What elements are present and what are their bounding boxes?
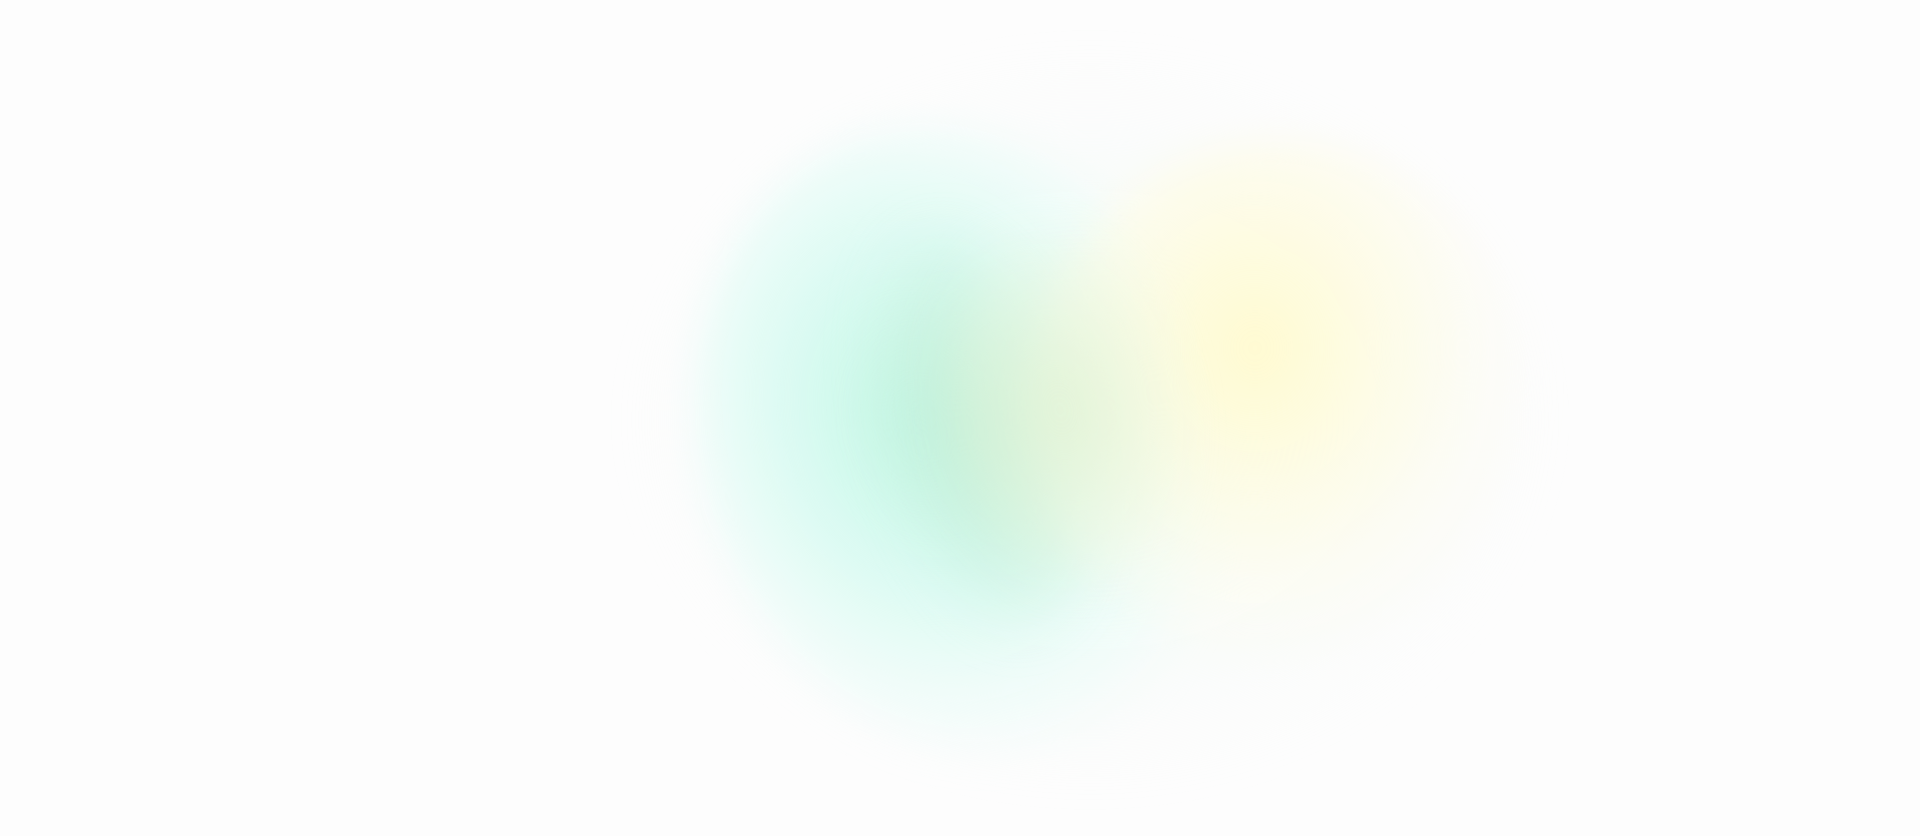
haze-gradient-blob [640,60,1540,780]
blend-gradient-blob [910,211,1210,609]
mint-gradient-blob [829,201,1131,659]
cyan-gradient-blob [613,55,1307,825]
yellow-gradient-blob [1030,140,1530,660]
